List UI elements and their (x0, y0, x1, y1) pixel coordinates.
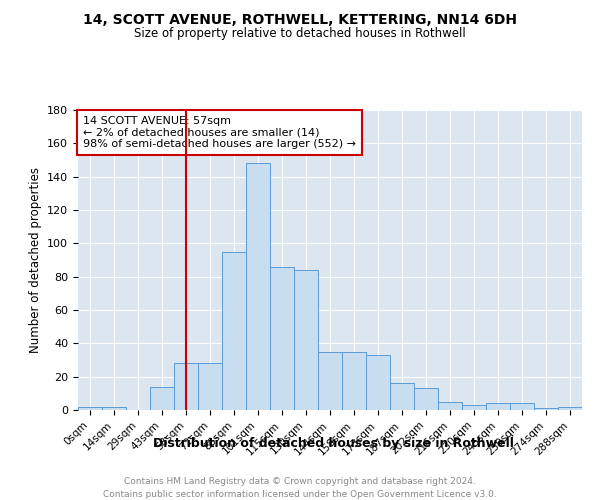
Text: Contains HM Land Registry data © Crown copyright and database right 2024.: Contains HM Land Registry data © Crown c… (124, 478, 476, 486)
Bar (390, 384, 414, 410)
Text: 14 SCOTT AVENUE: 57sqm
← 2% of detached houses are smaller (14)
98% of semi-deta: 14 SCOTT AVENUE: 57sqm ← 2% of detached … (83, 116, 356, 149)
Bar (222, 252, 246, 410)
Bar (270, 266, 294, 410)
Bar (486, 404, 510, 410)
Bar (198, 364, 222, 410)
Bar (558, 406, 582, 410)
Text: Size of property relative to detached houses in Rothwell: Size of property relative to detached ho… (134, 28, 466, 40)
Y-axis label: Number of detached properties: Number of detached properties (29, 167, 41, 353)
Bar (342, 352, 366, 410)
Bar (78, 406, 102, 410)
Bar (150, 386, 174, 410)
Text: Contains public sector information licensed under the Open Government Licence v3: Contains public sector information licen… (103, 490, 497, 499)
Text: 14, SCOTT AVENUE, ROTHWELL, KETTERING, NN14 6DH: 14, SCOTT AVENUE, ROTHWELL, KETTERING, N… (83, 12, 517, 26)
Text: Distribution of detached houses by size in Rothwell: Distribution of detached houses by size … (152, 438, 514, 450)
Bar (438, 402, 462, 410)
Bar (414, 388, 438, 410)
Bar (102, 406, 126, 410)
Bar (462, 405, 486, 410)
Bar (318, 352, 342, 410)
Bar (534, 408, 558, 410)
Bar (174, 364, 198, 410)
Bar (294, 270, 318, 410)
Bar (366, 355, 390, 410)
Bar (246, 164, 270, 410)
Bar (510, 404, 534, 410)
